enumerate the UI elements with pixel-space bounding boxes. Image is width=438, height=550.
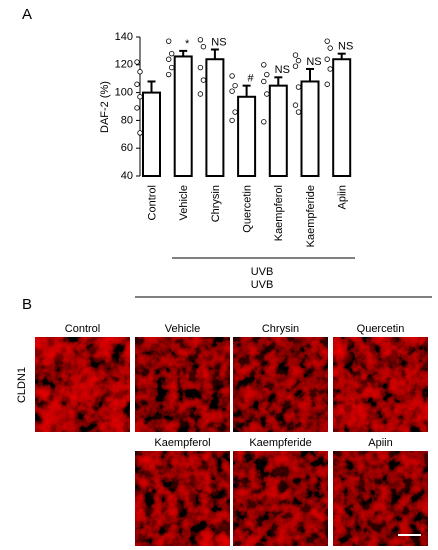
- data-point: [229, 88, 235, 94]
- data-point: [168, 50, 175, 57]
- data-point: [292, 52, 299, 58]
- data-point: [295, 109, 302, 115]
- image-label: Chrysin: [262, 323, 299, 335]
- data-point: [197, 91, 204, 97]
- x-tick-label: Control: [146, 185, 158, 220]
- micrograph-membrane: [135, 337, 230, 432]
- data-point: [197, 37, 204, 43]
- group-label: UVB: [251, 279, 274, 291]
- panel-label: B: [22, 296, 32, 313]
- data-point: [295, 84, 302, 90]
- bar: [332, 58, 352, 178]
- y-tick-label: 140: [115, 31, 133, 43]
- data-point: [264, 91, 270, 97]
- panel-label: A: [22, 6, 32, 23]
- data-point: [137, 130, 143, 136]
- image-label: Kaempferol: [154, 437, 210, 449]
- micrograph-membrane: [233, 337, 328, 432]
- data-point: [137, 94, 143, 100]
- data-point: [292, 102, 299, 108]
- data-point: [200, 77, 207, 83]
- micrograph-membrane: [35, 337, 130, 432]
- data-point: [261, 62, 267, 68]
- x-tick-label: Kaempferol: [273, 185, 285, 241]
- annotation: NS: [338, 41, 353, 53]
- data-point: [261, 119, 267, 125]
- bar: [142, 91, 161, 177]
- annotation: NS: [275, 64, 290, 76]
- micrograph-membrane: [135, 451, 230, 546]
- image-label: Control: [65, 323, 100, 335]
- x-tick-label: Chrysin: [210, 185, 222, 222]
- y-tick-label: 80: [121, 114, 133, 126]
- bar: [237, 95, 257, 177]
- image-label: Quercetin: [357, 323, 405, 335]
- data-point: [324, 56, 330, 62]
- data-point: [232, 82, 238, 89]
- data-point: [165, 71, 172, 78]
- data-point: [295, 57, 302, 64]
- annotation: #: [248, 73, 255, 85]
- data-point: [165, 56, 172, 62]
- y-tick-label: 120: [115, 59, 133, 71]
- micrograph-membrane: [233, 451, 328, 546]
- data-point: [232, 109, 238, 115]
- data-point: [134, 105, 140, 111]
- x-tick-label: Vehicle: [178, 185, 190, 220]
- bar: [205, 58, 225, 178]
- data-point: [292, 63, 299, 69]
- data-point: [197, 64, 204, 71]
- micrograph-membrane: [333, 337, 428, 432]
- data-point: [137, 69, 143, 75]
- data-point: [324, 81, 330, 87]
- image-label: Vehicle: [165, 323, 200, 335]
- y-tick-label: 100: [115, 87, 133, 99]
- x-tick-label: Kaempferide: [305, 185, 317, 247]
- x-tick-label: Apiin: [337, 185, 349, 209]
- data-point: [229, 117, 235, 124]
- y-axis-label: DAF-2 (%): [99, 81, 111, 133]
- data-point: [324, 38, 330, 44]
- annotation: *: [185, 38, 190, 50]
- bar: [173, 55, 193, 177]
- annotation: NS: [211, 36, 226, 48]
- image-label: Apiin: [368, 437, 392, 449]
- image-label: Kaempferide: [249, 437, 311, 449]
- data-point: [134, 59, 140, 65]
- data-point: [165, 38, 172, 44]
- y-tick-label: 40: [121, 170, 133, 182]
- data-point: [168, 64, 175, 71]
- bar: [300, 80, 320, 177]
- micrograph-membrane: [333, 451, 428, 546]
- x-tick-label: Quercetin: [242, 185, 254, 233]
- stain-label: CLDN1: [16, 367, 28, 403]
- data-point: [327, 45, 333, 51]
- bar: [268, 84, 288, 177]
- annotation: NS: [306, 56, 321, 68]
- data-point: [200, 44, 207, 50]
- data-point: [134, 81, 140, 87]
- data-point: [327, 66, 333, 72]
- y-tick-label: 60: [121, 142, 133, 154]
- data-point: [264, 71, 270, 78]
- data-point: [229, 73, 235, 79]
- group-label: UVB: [251, 266, 274, 278]
- data-point: [261, 78, 267, 85]
